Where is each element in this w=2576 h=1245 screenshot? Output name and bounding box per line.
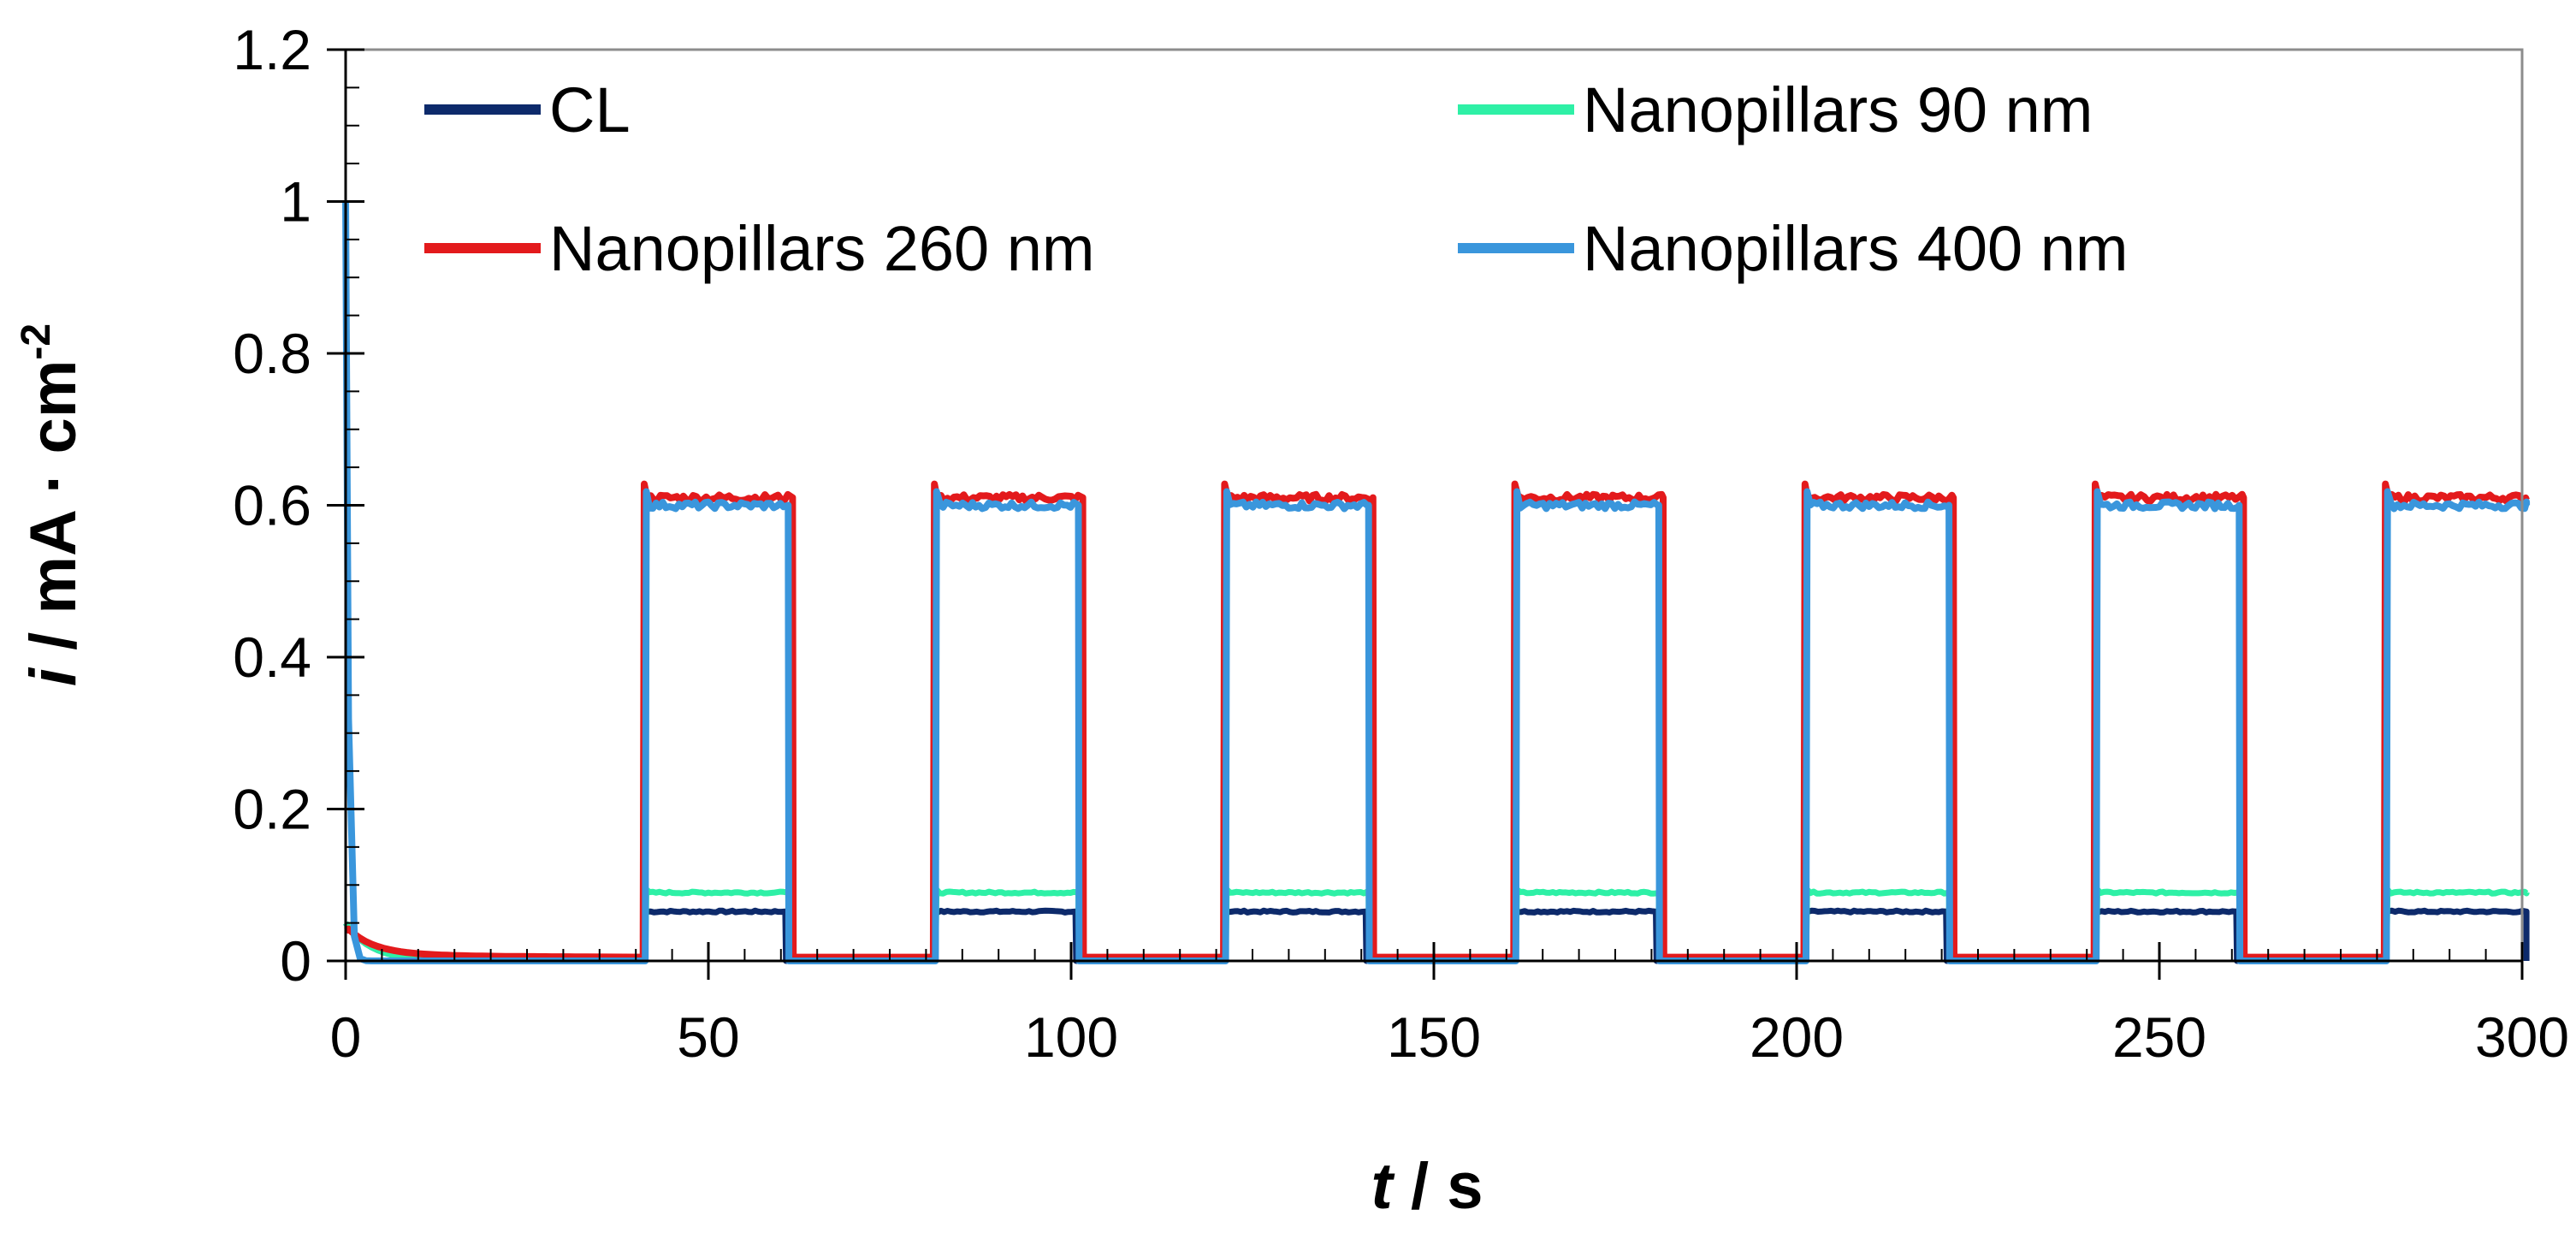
x-tick-label: 50 [677, 1005, 739, 1069]
x-tick-label: 300 [2475, 1005, 2569, 1069]
y-tick-label: 1 [280, 170, 311, 234]
y-tick-label: 1.2 [233, 18, 311, 81]
y-axis-title: i / mA · cm-2 [14, 323, 90, 686]
plot-area [342, 201, 2531, 964]
y-tick-label: 0.2 [233, 778, 311, 841]
y-tick-label: 0.6 [233, 474, 311, 537]
x-tick-label: 100 [1024, 1005, 1118, 1069]
y-tick-label: 0.8 [233, 322, 311, 385]
x-tick-label: 200 [1750, 1005, 1844, 1069]
x-axis-title: t / s [1371, 1150, 1483, 1223]
x-tick-label: 150 [1387, 1005, 1481, 1069]
series-line-nanopillars-260-nm [344, 480, 2530, 961]
x-tick-label: 0 [330, 1005, 362, 1069]
x-tick-label: 250 [2112, 1005, 2206, 1069]
axes: 0 0.2 0.4 0.6 0.8 1 1.2 0 50 100 150 200 250 300 [233, 18, 2569, 1069]
legend-label-cl: CL [549, 74, 631, 145]
legend-label-nanopillars-90-nm: Nanopillars 90 nm [1583, 74, 2093, 145]
series-line-nanopillars-90-nm [343, 886, 2530, 964]
legend: CL Nanopillars 90 nm Nanopillars 260 nm Nan… [424, 74, 2129, 284]
series-line-nanopillars-400-nm [342, 201, 2531, 964]
legend-label-nanopillars-260-nm: Nanopillars 260 nm [549, 213, 1095, 284]
y-tick-label: 0.4 [233, 625, 311, 689]
legend-label-nanopillars-400-nm: Nanopillars 400 nm [1583, 213, 2129, 284]
y-tick-label: 0 [280, 929, 311, 993]
